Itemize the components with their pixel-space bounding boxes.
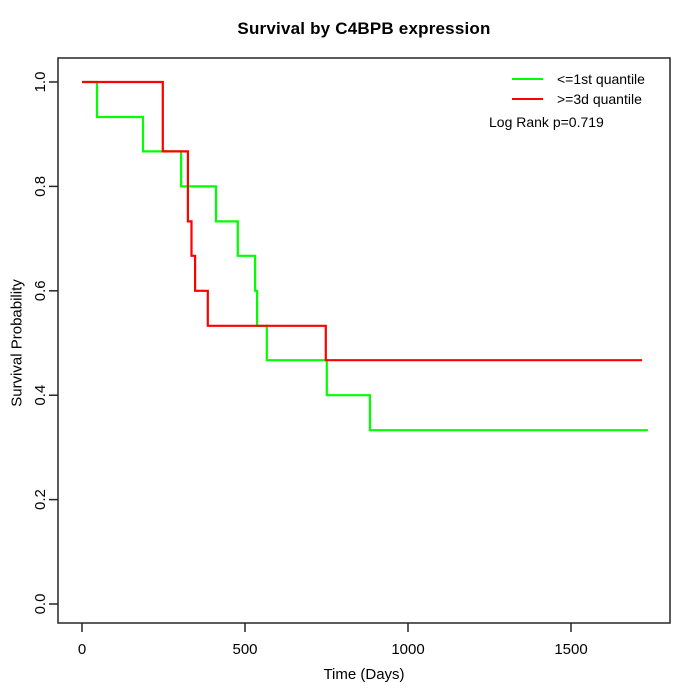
y-tick-label: 0.4 bbox=[32, 385, 49, 406]
y-tick-label: 0.2 bbox=[32, 489, 49, 510]
survival-curve-low-expression bbox=[82, 80, 648, 432]
x-tick-label: 0 bbox=[78, 641, 86, 658]
survival-curve-high-expression bbox=[82, 80, 643, 362]
legend: <=1st quantile >=3d quantile Log Rank p=… bbox=[489, 69, 645, 130]
y-tick-label: 0.8 bbox=[32, 176, 49, 197]
legend-line-green-icon bbox=[512, 78, 543, 80]
legend-label-high: >=3d quantile bbox=[557, 91, 642, 107]
legend-entry-low: <=1st quantile bbox=[489, 69, 645, 89]
y-tick-label: 0.0 bbox=[32, 594, 49, 615]
x-axis-title: Time (Days) bbox=[323, 666, 405, 683]
x-tick-label: 1500 bbox=[554, 641, 587, 658]
logrank-pvalue: Log Rank p=0.719 bbox=[489, 114, 604, 130]
legend-entry-high: >=3d quantile bbox=[489, 89, 645, 109]
legend-label-low: <=1st quantile bbox=[557, 71, 645, 87]
x-tick-label: 1000 bbox=[391, 641, 424, 658]
x-tick-label: 500 bbox=[232, 641, 257, 658]
y-tick-label: 1.0 bbox=[32, 72, 49, 93]
legend-line-red-icon bbox=[512, 98, 543, 100]
plot-box bbox=[57, 57, 671, 624]
y-tick-label: 0.6 bbox=[32, 280, 49, 301]
chart-title: Survival by C4BPB expression bbox=[237, 19, 491, 38]
y-axis-title: Survival Probability bbox=[8, 279, 26, 407]
